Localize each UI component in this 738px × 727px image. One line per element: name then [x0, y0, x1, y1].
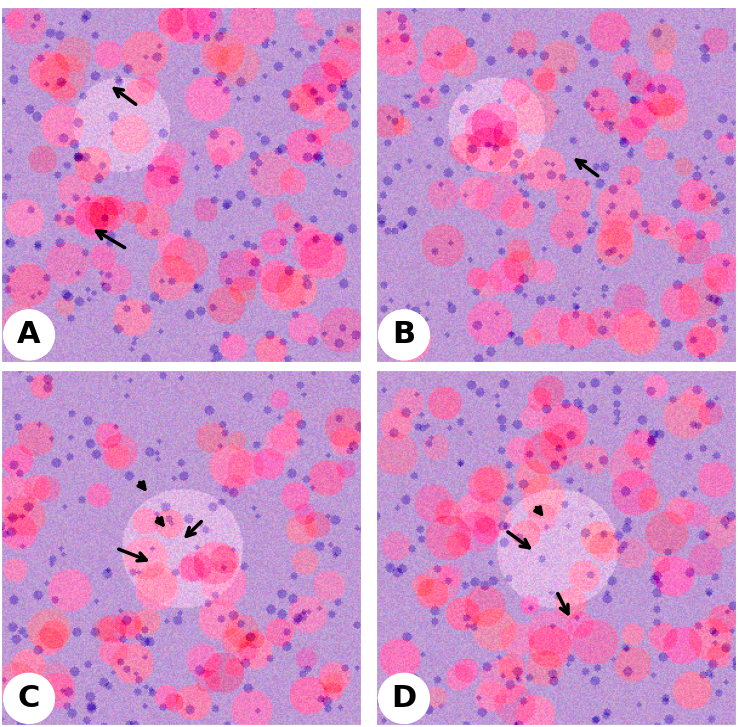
Text: D: D — [391, 684, 416, 713]
Text: C: C — [18, 684, 41, 713]
Circle shape — [4, 310, 55, 360]
Circle shape — [4, 673, 55, 723]
Text: B: B — [393, 321, 415, 350]
Circle shape — [379, 673, 430, 723]
Circle shape — [379, 310, 430, 360]
Text: A: A — [17, 321, 41, 350]
